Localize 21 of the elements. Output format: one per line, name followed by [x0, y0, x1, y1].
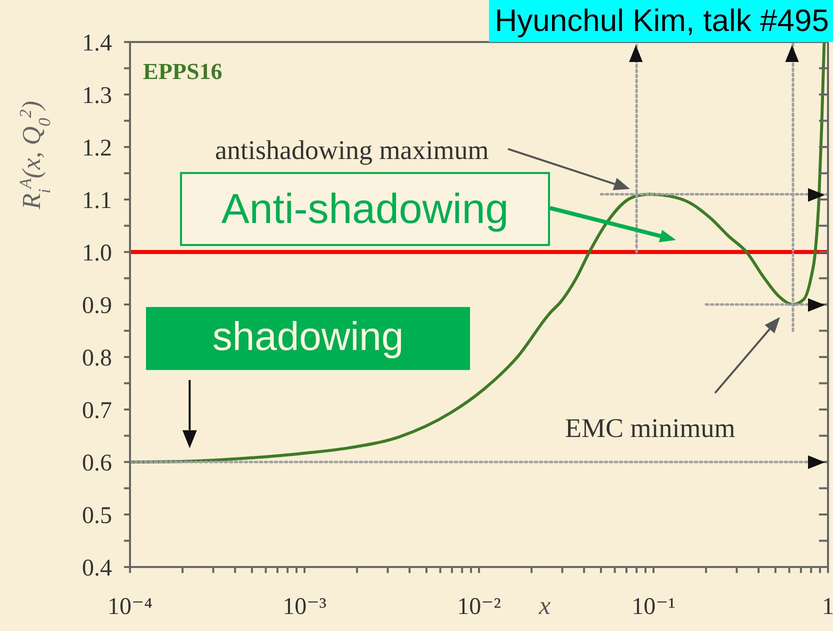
y-tick-label: 0.8: [82, 346, 112, 372]
text: Hyunchul Kim, talk #495: [488, 0, 833, 42]
annotation: antishadowing maximum: [215, 135, 489, 165]
x-tick-label: 10⁻⁴: [107, 594, 153, 620]
annotation: EPPS16: [143, 59, 222, 84]
y-tick-label: 0.5: [82, 503, 112, 530]
y-tick-label: 1.2: [82, 136, 112, 162]
y-tick-label: 1.4: [82, 30, 112, 57]
y-tick-label: 0.4: [82, 556, 112, 582]
x-tick-label: 10⁻¹: [632, 594, 676, 620]
y-tick-label: 1.0: [82, 240, 112, 267]
x-tick-label: 10⁻²: [457, 594, 501, 620]
annotation: EMC minimum: [565, 413, 736, 443]
y-tick-label: 0.6: [82, 450, 112, 477]
x-tick-label: 10⁻³: [282, 594, 326, 620]
y-tick-label: 1.1: [82, 188, 112, 214]
x-axis-title: x: [538, 591, 551, 620]
y-tick-label: 1.3: [82, 83, 112, 110]
y-tick-label: 0.9: [82, 293, 112, 320]
x-tick-label: 1: [822, 594, 833, 620]
y-tick-label: 0.7: [82, 398, 112, 424]
